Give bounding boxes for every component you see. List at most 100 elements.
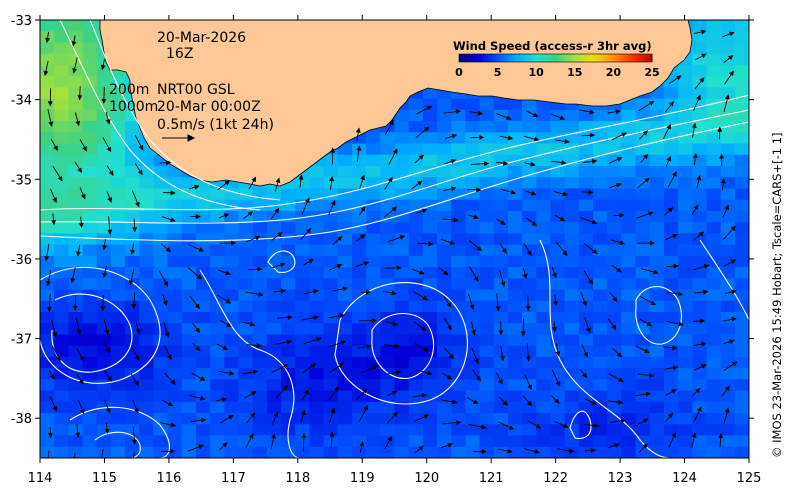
current-vector-head [72,68,78,74]
current-vector-head [530,161,536,167]
current-vector-head [507,135,514,141]
current-vector-head [338,362,344,368]
current-vector-head [360,174,365,181]
colorbar-segment [623,54,627,62]
current-vector-head [589,132,596,138]
current-vector-head [420,325,427,331]
current-vector-head [727,54,734,61]
contour-line [69,406,170,458]
current-vector-head [135,201,140,208]
current-vector-head [645,391,652,397]
current-vector-head [102,245,107,251]
current-vector-head [82,145,87,152]
current-vector-head [502,400,509,406]
current-vector-head [532,112,539,118]
colorbar-segment [513,54,518,62]
current-vector-head [333,386,339,393]
current-vector-head [621,132,628,138]
current-vector-head [473,276,479,282]
colorbar-segment [616,54,621,62]
colorbar-segment [581,54,585,62]
current-vector-head [555,381,561,387]
x-tick-label: 119 [350,471,375,486]
current-vector-head [591,158,598,164]
current-vector-head [356,145,362,151]
current-vector-head [365,289,372,295]
current-vector-head [533,136,540,142]
contour-line [59,20,261,211]
current-vector-head [101,98,107,105]
colorbar-segment [613,54,618,62]
colorbar-segment [510,54,515,62]
current-vector-head [527,250,532,256]
colorbar-frame [458,53,653,63]
current-vector-head [531,221,538,227]
current-vector-head [72,462,75,466]
x-tick-label: 125 [737,471,762,486]
current-vector-head [473,214,479,220]
current-vector-head [474,358,479,365]
current-vector-head [703,289,709,295]
current-vector-head [588,279,594,285]
current-vector-head [48,432,53,439]
current-vector-head [280,288,287,294]
current-vector-head [671,432,677,438]
current-vector-head [719,153,725,159]
colorbar-segment [648,54,653,62]
current-vector-head [699,77,705,83]
current-vector-head [481,424,487,430]
current-vector-head [472,399,479,405]
current-vector-head [76,329,82,336]
hour-label: 16Z [166,46,193,62]
depth-label-2: 1000m [109,99,158,115]
current-vector-head [339,313,345,319]
plot-frame [39,19,750,459]
current-vector-head [49,373,55,380]
current-vector-head [301,432,307,438]
current-vector-head [691,122,697,129]
y-tick-label: -36 [11,253,32,268]
colorbar-segment [536,54,540,62]
colorbar-segment [532,54,537,62]
current-vector-head [391,206,398,212]
current-vector-head [164,332,170,338]
contour-line [267,250,296,273]
current-vector-head [75,432,81,438]
y-tick-label: -33 [11,14,32,29]
current-vector-head [78,222,84,229]
current-vector-head [428,241,434,247]
current-vector-head [502,160,509,166]
current-vector-head [455,109,462,115]
current-vector-head [329,176,335,182]
current-vector-head [337,235,343,242]
current-vector-head [277,231,283,237]
current-vector-head [553,301,558,307]
current-vector-head [249,321,256,327]
current-vector-head [48,121,54,127]
current-vector-head [330,407,336,414]
current-vector-head [105,347,110,354]
map-plot-area [40,20,749,466]
current-vector-head [672,345,678,351]
contour-line [40,109,749,224]
colorbar-segment [481,54,486,62]
current-vector-head [448,353,454,360]
current-vector-head [447,442,454,448]
current-vector-head [306,228,312,234]
current-vector-head [340,340,347,346]
current-vector-head [717,126,723,132]
current-vector-head [616,157,623,162]
current-vector-head [446,374,453,380]
current-vector-head [46,280,51,287]
current-vector-head [222,345,229,350]
current-vector-head [559,115,566,121]
current-vector-head [231,240,237,246]
current-vector [47,450,50,458]
current-vector-head [310,363,317,369]
current-vector-head [527,384,532,391]
current-vector-head [443,270,449,276]
current-vector-head [44,255,50,262]
current-vector-head [102,272,108,279]
current-vector-head [305,197,310,203]
date-label: 20-Mar-2026 [157,30,246,46]
